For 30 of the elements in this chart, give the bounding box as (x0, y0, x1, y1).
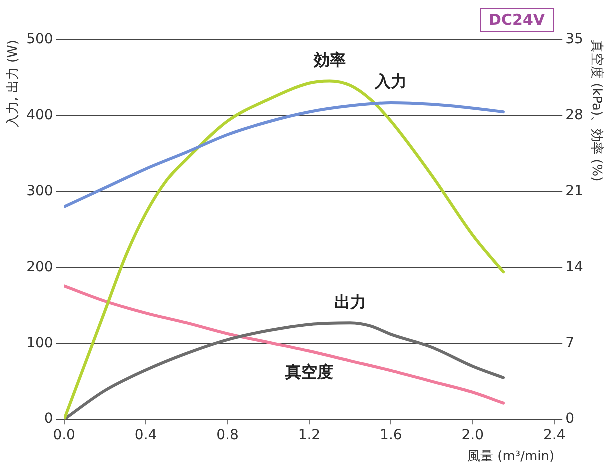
y-tick-label: 200 (26, 259, 54, 276)
y2-tick-label: 35 (566, 32, 584, 48)
line-series (64, 322, 506, 420)
y-tick-label: 400 (26, 108, 54, 124)
x-tick-label: 1.2 (298, 428, 321, 444)
x-tick-label: 2.4 (543, 428, 566, 444)
x-axis-title: 風量 (m³/min) (468, 450, 555, 465)
line-series (64, 284, 506, 405)
y-tick-label: 0 (44, 411, 54, 428)
x-tick-label: 1.6 (380, 428, 402, 444)
text: DC24V (480, 8, 554, 32)
y2-tick-label: 0 (566, 411, 575, 428)
x-tick-label: 2.0 (462, 428, 484, 444)
x-tick-label: 0.8 (216, 428, 239, 444)
y2-tick-label: 28 (566, 108, 584, 124)
y-tick-label: 300 (26, 183, 54, 200)
y2-tick-label: 21 (566, 183, 584, 200)
series-label: 入力 (374, 72, 408, 92)
y2-tick-label: 7 (566, 335, 575, 352)
series-label: 出力 (334, 292, 366, 312)
series-label: 真空度 (284, 362, 334, 382)
y-tick-label: 100 (26, 335, 54, 352)
y2-tick-label: 14 (566, 259, 584, 276)
y-tick-label: 500 (26, 32, 54, 48)
line-series (64, 102, 506, 209)
x-tick-label: 0.0 (53, 428, 76, 444)
y2-axis-title: 真空度 (kPa)、効率 (%) (588, 40, 605, 182)
series-label: 効率 (312, 50, 346, 70)
x-tick-label: 0.4 (134, 428, 158, 444)
y-axis-title: 入力, 出力 (W) (6, 40, 22, 128)
